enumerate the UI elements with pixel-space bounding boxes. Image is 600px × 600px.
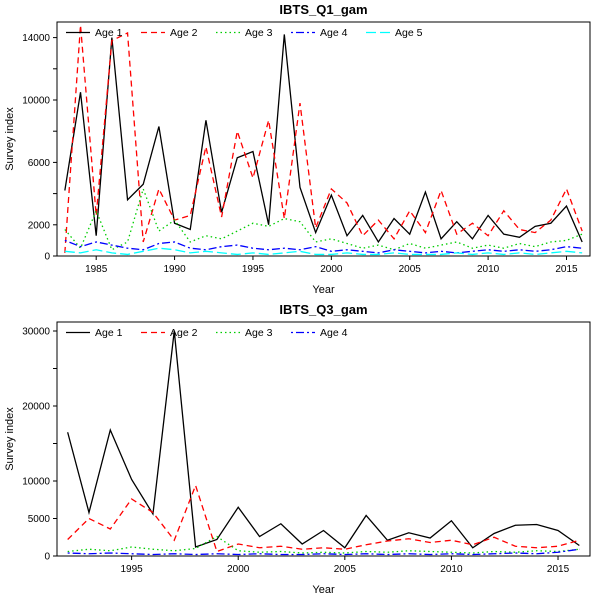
y-tick-label: 5000 bbox=[28, 514, 51, 525]
x-axis-label: Year bbox=[312, 584, 335, 596]
y-tick-label: 0 bbox=[44, 552, 50, 563]
y-tick-label: 0 bbox=[44, 252, 50, 263]
x-axis-label: Year bbox=[312, 284, 335, 296]
x-tick-label: 2005 bbox=[334, 564, 357, 575]
x-tick-label: 2000 bbox=[320, 264, 343, 275]
legend-item-age-5: Age 5 bbox=[366, 27, 423, 39]
x-tick-label: 2005 bbox=[399, 264, 422, 275]
chart-title: IBTS_Q1_gam bbox=[279, 2, 367, 17]
x-tick-label: 2015 bbox=[555, 264, 578, 275]
legend-label-age-3: Age 3 bbox=[245, 27, 273, 39]
legend-item-age-1: Age 1 bbox=[66, 27, 123, 39]
series-line-age-1 bbox=[64, 34, 583, 244]
x-tick-label: 1995 bbox=[120, 564, 143, 575]
legend-label-age-1: Age 1 bbox=[95, 327, 123, 339]
x-tick-label: 2010 bbox=[440, 564, 463, 575]
y-axis-label: Survey index bbox=[4, 407, 16, 471]
y-axis-label: Survey index bbox=[4, 107, 16, 171]
legend-item-age-3: Age 3 bbox=[216, 327, 273, 339]
legend-label-age-2: Age 2 bbox=[170, 27, 198, 39]
y-tick-label: 10000 bbox=[22, 477, 50, 488]
x-tick-label: 2000 bbox=[227, 564, 250, 575]
y-tick-label: 30000 bbox=[22, 327, 50, 338]
series-line-age-3 bbox=[64, 186, 583, 251]
legend-item-age-3: Age 3 bbox=[216, 27, 273, 39]
legend-label-age-1: Age 1 bbox=[95, 27, 123, 39]
x-tick-label: 2015 bbox=[547, 564, 570, 575]
y-tick-label: 14000 bbox=[22, 33, 50, 44]
plot-border bbox=[56, 21, 591, 257]
series-line-age-5 bbox=[64, 247, 583, 256]
legend-item-age-2: Age 2 bbox=[141, 27, 198, 39]
plot-border bbox=[56, 321, 591, 557]
legend-item-age-4: Age 4 bbox=[291, 27, 348, 39]
chart-panel-ibts-q1: IBTS_Q1_gam 1985 1990 1995 2000 2005 2010 2015 0… bbox=[4, 2, 591, 296]
y-tick-label: 6000 bbox=[28, 158, 51, 169]
y-tick-label: 10000 bbox=[22, 96, 50, 107]
x-tick-label: 1985 bbox=[85, 264, 108, 275]
series-line-age-1 bbox=[67, 330, 580, 549]
y-tick-label: 2000 bbox=[28, 220, 51, 231]
x-tick-label: 2010 bbox=[477, 264, 500, 275]
series-line-age-4 bbox=[67, 548, 580, 556]
legend-item-age-1: Age 1 bbox=[66, 327, 123, 339]
ibts-q1-chart: IBTS_Q1_gam 1985 1990 1995 2000 2005 2010 2015 0… bbox=[4, 2, 591, 296]
series-line-age-2 bbox=[64, 25, 583, 253]
y-tick-label: 20000 bbox=[22, 402, 50, 413]
series-line-age-4 bbox=[64, 239, 583, 254]
series-line-age-3 bbox=[67, 535, 580, 554]
legend-label-age-3: Age 3 bbox=[245, 327, 273, 339]
chart-panel-ibts-q3: IBTS_Q3_gam 1995 2000 2005 2010 2015 0 5000 1000… bbox=[0, 300, 600, 600]
chart-title: IBTS_Q3_gam bbox=[279, 302, 367, 317]
legend-label-age-2: Age 2 bbox=[170, 327, 198, 339]
legend-item-age-2: Age 2 bbox=[141, 327, 198, 339]
series-line-age-2 bbox=[67, 483, 580, 553]
legend-label-age-5: Age 5 bbox=[395, 27, 423, 39]
x-tick-label: 1990 bbox=[163, 264, 186, 275]
legend-label-age-4: Age 4 bbox=[320, 27, 348, 39]
legend-label-age-4: Age 4 bbox=[320, 327, 348, 339]
ibts-q3-chart: IBTS_Q3_gam 1995 2000 2005 2010 2015 0 5000 1000… bbox=[4, 302, 591, 596]
x-tick-label: 1995 bbox=[242, 264, 265, 275]
legend-item-age-4: Age 4 bbox=[291, 327, 348, 339]
